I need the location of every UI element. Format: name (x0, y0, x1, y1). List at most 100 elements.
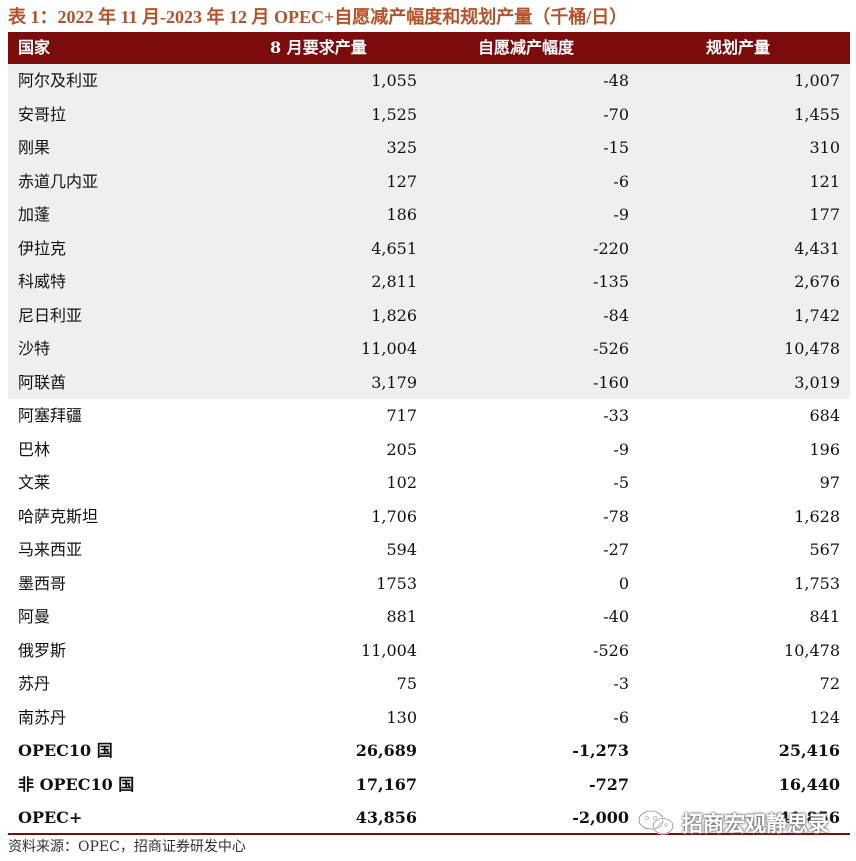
country-cell: 阿塞拜疆 (18, 406, 83, 425)
required-cell: 43,856 (355, 808, 417, 827)
required-cell: 11,004 (361, 339, 417, 358)
planned-cell: 310 (809, 138, 840, 157)
planned-cell: 1,628 (794, 506, 840, 526)
table-row: 刚果 325 -15 310 (8, 131, 850, 165)
cut-cell: -3 (613, 674, 629, 693)
planned-cell: 121 (809, 171, 840, 191)
production-table: 国家 8 月要求产量 自愿减产幅度 规划产量 阿尔及利亚 1,055 -48 1… (8, 32, 850, 835)
required-cell: 1,055 (371, 71, 417, 90)
required-cell: 186 (386, 205, 417, 224)
country-cell: 刚果 (18, 138, 51, 157)
country-cell: 科威特 (18, 272, 67, 291)
country-cell: 巴林 (18, 439, 51, 459)
planned-cell: 2,676 (794, 272, 840, 291)
cut-cell: -70 (603, 104, 629, 124)
country-cell: 哈萨克斯坦 (18, 506, 99, 526)
table-row: 南苏丹 130 -6 124 (8, 701, 850, 735)
planned-cell: 25,416 (778, 741, 840, 760)
required-cell: 26,689 (355, 741, 417, 760)
bottom-rule (8, 833, 850, 835)
planned-cell: 1,455 (794, 104, 840, 124)
country-cell: 南苏丹 (18, 707, 67, 727)
planned-cell: 16,440 (778, 774, 840, 794)
table-row: 苏丹 75 -3 72 (8, 667, 850, 701)
table-row: 巴林 205 -9 196 (8, 433, 850, 467)
country-cell: 苏丹 (18, 674, 51, 693)
table-row: 阿联酋 3,179 -160 3,019 (8, 365, 850, 399)
country-cell: 文莱 (18, 473, 51, 492)
cut-cell: -727 (588, 774, 629, 794)
country-cell: 非 OPEC10 国 (18, 774, 135, 794)
planned-cell: 1,742 (794, 305, 840, 325)
country-cell: 墨西哥 (18, 573, 67, 593)
table-row: 科威特 2,811 -135 2,676 (8, 265, 850, 299)
table-row: 阿塞拜疆 717 -33 684 (8, 399, 850, 433)
table-row: 安哥拉 1,525 -70 1,455 (8, 97, 850, 131)
country-cell: 加蓬 (18, 205, 51, 224)
cut-cell: -48 (603, 71, 629, 90)
cut-cell: -160 (593, 372, 629, 392)
required-cell: 1,706 (371, 506, 417, 526)
required-cell: 130 (386, 707, 417, 727)
country-cell: 阿联酋 (18, 372, 67, 392)
country-cell: 安哥拉 (18, 104, 67, 124)
planned-cell: 1,007 (794, 71, 840, 90)
table-row: 阿曼 881 -40 841 (8, 600, 850, 634)
table-row: 墨西哥 1753 0 1,753 (8, 567, 850, 601)
total-row-opec-plus: OPEC+ 43,856 -2,000 41,856 (8, 801, 850, 835)
cut-cell: -15 (603, 138, 629, 157)
required-cell: 594 (386, 540, 417, 559)
total-row-non-opec10: 非 OPEC10 国 17,167 -727 16,440 (8, 768, 850, 802)
table-title: 表 1：2022 年 11 月-2023 年 12 月 OPEC+自愿减产幅度和… (8, 7, 628, 27)
required-cell: 127 (386, 171, 417, 191)
country-cell: 沙特 (18, 339, 51, 358)
wechat-icon (637, 809, 675, 835)
cut-cell: 0 (618, 573, 629, 593)
table-row: 俄罗斯 11,004 -526 10,478 (8, 634, 850, 668)
planned-cell: 177 (809, 205, 840, 224)
required-cell: 881 (386, 607, 417, 626)
cut-cell: -526 (593, 640, 629, 660)
planned-cell: 196 (809, 439, 840, 459)
table-row: 沙特 11,004 -526 10,478 (8, 332, 850, 366)
cut-cell: -2,000 (572, 808, 629, 827)
planned-cell: 72 (819, 674, 840, 693)
required-cell: 4,651 (371, 238, 417, 258)
cut-cell: -84 (603, 305, 629, 325)
table-row: 哈萨克斯坦 1,706 -78 1,628 (8, 500, 850, 534)
cut-cell: -135 (593, 272, 629, 291)
cut-cell: -78 (603, 506, 629, 526)
table-row: 马来西亚 594 -27 567 (8, 533, 850, 567)
planned-cell: 3,019 (794, 372, 840, 392)
required-cell: 2,811 (371, 272, 417, 291)
cut-cell: -5 (613, 473, 629, 492)
cut-cell: -1,273 (572, 741, 629, 760)
country-cell: 伊拉克 (18, 238, 67, 258)
required-cell: 205 (386, 439, 417, 459)
planned-cell: 684 (809, 406, 840, 425)
cut-cell: -9 (613, 205, 629, 224)
source-note: 资料来源：OPEC，招商证券研发中心 (8, 839, 246, 855)
watermark-text: 招商宏观静思录 (682, 812, 829, 836)
planned-cell: 567 (809, 540, 840, 559)
required-cell: 11,004 (361, 640, 417, 660)
required-cell: 1,525 (371, 104, 417, 124)
country-cell: 阿尔及利亚 (18, 71, 99, 90)
total-row-opec10: OPEC10 国 26,689 -1,273 25,416 (8, 734, 850, 768)
table-row: 赤道几内亚 127 -6 121 (8, 164, 850, 198)
planned-cell: 1,753 (794, 573, 840, 593)
required-cell: 1753 (376, 573, 417, 593)
planned-cell: 97 (819, 473, 840, 492)
required-cell: 102 (386, 473, 417, 492)
cut-cell: -9 (613, 439, 629, 459)
header-country: 国家 (18, 38, 51, 57)
country-cell: 马来西亚 (18, 540, 83, 559)
country-cell: 赤道几内亚 (18, 171, 99, 191)
country-cell: 尼日利亚 (18, 305, 83, 325)
header-voluntary-cut: 自愿减产幅度 (478, 38, 575, 57)
country-cell: OPEC10 国 (18, 741, 113, 760)
table-row: 尼日利亚 1,826 -84 1,742 (8, 298, 850, 332)
cut-cell: -526 (593, 339, 629, 358)
cut-cell: -27 (603, 540, 629, 559)
cut-cell: -6 (613, 707, 629, 727)
